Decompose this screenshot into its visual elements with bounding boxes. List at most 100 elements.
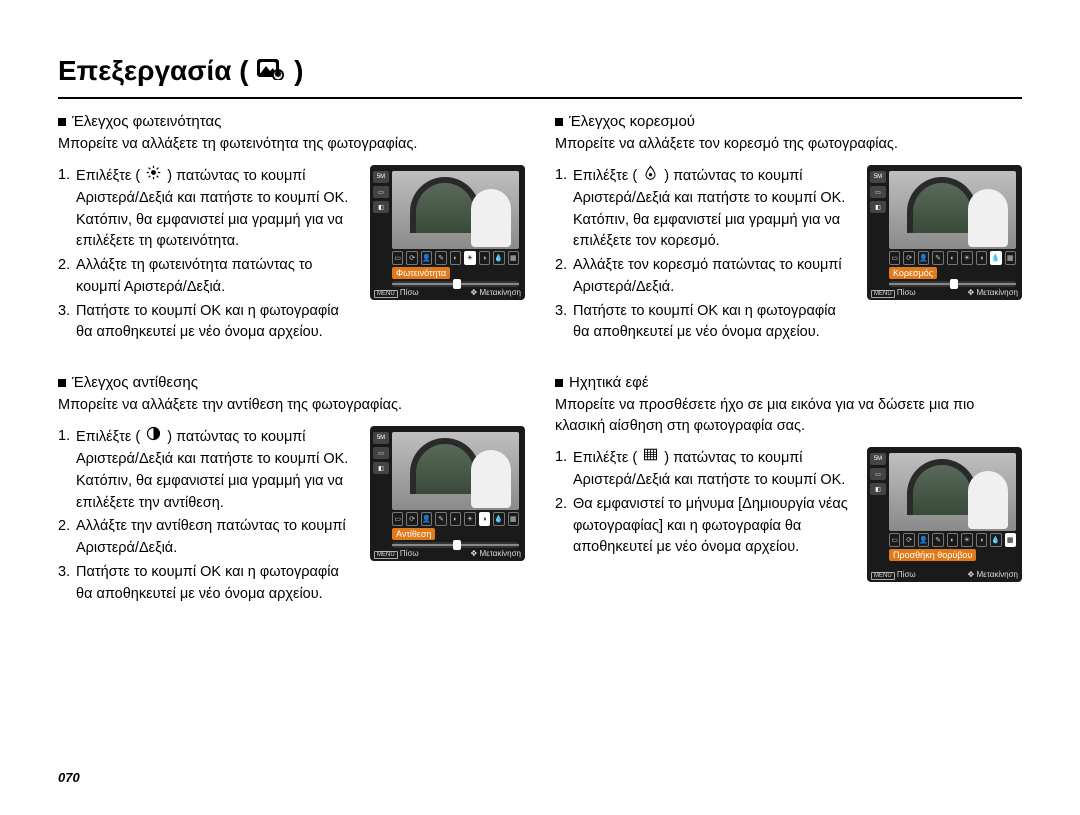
bullet-icon — [58, 118, 66, 126]
cam-iconbar: ▭⟳👤✎◐☀◑💧▦ — [889, 251, 1016, 265]
section-heading: Ηχητικά εφέ — [555, 374, 1022, 391]
contrast-icon — [146, 426, 161, 449]
bullet-icon — [555, 379, 563, 387]
cam-badge: ◧ — [870, 201, 886, 213]
cam-badge: ▭ — [373, 447, 389, 459]
section-heading-text: Έλεγχος αντίθεσης — [72, 374, 198, 391]
cam-iconbar: ▭⟳👤✎◐☀◑💧▦ — [392, 251, 519, 265]
cam-iconbar-item: 💧 — [493, 251, 504, 265]
cam-iconbar-item: ✎ — [932, 533, 943, 547]
cam-mode-label: Προσθήκη θορύβου — [889, 549, 976, 561]
cam-iconbar-item: 💧 — [493, 512, 504, 526]
cam-move: ✥ Μετακίνηση — [968, 288, 1018, 297]
camera-preview: 5M▭◧▭⟳👤✎◐☀◑💧▦ΑντίθεσηMENU Πίσω✥ Μετακίνη… — [370, 426, 525, 561]
cam-iconbar-item: ◑ — [976, 533, 987, 547]
section-sub: Μπορείτε να αλλάξετε τον κορεσμό της φωτ… — [555, 134, 1022, 155]
cam-iconbar-item: ▭ — [392, 251, 403, 265]
cam-iconbar-item: ✎ — [932, 251, 943, 265]
cam-size-badge: 5M — [870, 453, 886, 465]
cam-side-badges: 5M ▭ ◧ — [373, 171, 389, 213]
bullet-icon — [555, 118, 563, 126]
page-title: Επεξεργασία ( ) — [58, 55, 303, 87]
section-sub: Μπορείτε να προσθέσετε ήχο σε μια εικόνα… — [555, 395, 1022, 437]
cam-mode-label: Κορεσμός — [889, 267, 937, 279]
cam-iconbar-item: 👤 — [421, 512, 432, 526]
cam-back: MENU Πίσω — [871, 288, 916, 297]
step-item: Επιλέξτε ( ) πατώντας το κουμπί Αριστερά… — [555, 447, 855, 492]
cam-iconbar-item: ◑ — [479, 251, 490, 265]
cam-iconbar: ▭⟳ 👤✎ ◐☀ ◑💧 ▦ — [392, 512, 519, 526]
cam-iconbar-item: ☀ — [464, 512, 475, 526]
cam-iconbar-item: ◐ — [947, 251, 958, 265]
section-heading-text: Ηχητικά εφέ — [569, 374, 649, 391]
cam-side-badges: 5M ▭ ◧ — [870, 171, 886, 213]
bullet-icon — [58, 379, 66, 387]
step-item: Πατήστε το κουμπί ΟΚ και η φωτογραφία θα… — [58, 562, 358, 606]
cam-photo — [392, 171, 519, 249]
camera-preview: 5M▭◧▭⟳👤✎◐☀◑💧▦ΦωτεινότηταMENU Πίσω✥ Μετακ… — [370, 165, 525, 300]
cam-iconbar-item: 👤 — [421, 251, 432, 265]
cam-iconbar-item: 💧 — [990, 533, 1001, 547]
cam-back: MENU Πίσω — [374, 288, 419, 297]
cam-iconbar-item: ☀ — [961, 251, 972, 265]
cam-slider — [392, 281, 519, 287]
cam-photo — [392, 432, 519, 510]
steps-list: Επιλέξτε ( ) πατώντας το κουμπί Αριστερά… — [58, 165, 358, 346]
section-heading-text: Έλεγχος κορεσμού — [569, 113, 695, 130]
cam-badge: ▭ — [870, 186, 886, 198]
cam-badge: ▭ — [870, 468, 886, 480]
cam-iconbar-item: ▦ — [1005, 251, 1016, 265]
step-item: Αλλάξτε την αντίθεση πατώντας το κουμπί … — [58, 516, 358, 560]
section-noise: Ηχητικά εφέ Μπορείτε να προσθέσετε ήχο σε… — [555, 374, 1022, 582]
cam-side-badges: 5M▭◧ — [373, 432, 389, 474]
cam-iconbar-item: ⟳ — [406, 512, 417, 526]
step-item: Επιλέξτε ( ) πατώντας το κουμπί Αριστερά… — [58, 165, 358, 253]
step-item: Αλλάξτε τον κορεσμό πατώντας το κουμπί Α… — [555, 255, 855, 299]
cam-back: MENU Πίσω — [374, 549, 419, 558]
section-heading-text: Έλεγχος φωτεινότητας — [72, 113, 221, 130]
left-column: Έλεγχος φωτεινότηταςΜπορείτε να αλλάξετε… — [58, 113, 525, 635]
steps-list: Επιλέξτε ( ) πατώντας το κουμπί Αριστερά… — [58, 426, 358, 607]
section-heading: Έλεγχος φωτεινότητας — [58, 113, 525, 130]
cam-iconbar-item: ◐ — [450, 251, 461, 265]
step-item: Επιλέξτε ( ) πατώντας το κουμπί Αριστερά… — [555, 165, 855, 253]
cam-footer: MENU Πίσω ✥ Μετακίνηση — [871, 288, 1018, 297]
cam-iconbar-item: ▦ — [508, 512, 519, 526]
cam-iconbar-item: ◐ — [450, 512, 461, 526]
cam-footer: MENU Πίσω✥ Μετακίνηση — [374, 549, 521, 558]
cam-iconbar-item: ✎ — [435, 512, 446, 526]
step-item: Πατήστε το κουμπί ΟΚ και η φωτογραφία θα… — [58, 301, 358, 345]
cam-iconbar-item: 👤 — [918, 533, 929, 547]
cam-iconbar-item: 💧 — [990, 251, 1001, 265]
saturation-icon — [643, 165, 658, 188]
page-number: 070 — [58, 770, 80, 785]
cam-size-badge: 5M — [373, 432, 389, 444]
cam-footer: MENU Πίσω✥ Μετακίνηση — [871, 570, 1018, 579]
cam-iconbar-item: ▦ — [508, 251, 519, 265]
cam-move: ✥ Μετακίνηση — [968, 570, 1018, 579]
cam-iconbar-item: ⟳ — [903, 533, 914, 547]
cam-photo — [889, 453, 1016, 531]
camera-preview: 5M▭◧▭⟳👤✎◐☀◑💧▦ΚορεσμόςMENU Πίσω✥ Μετακίνη… — [867, 165, 1022, 300]
cam-iconbar-item: ▭ — [889, 533, 900, 547]
cam-photo — [889, 171, 1016, 249]
sun-icon — [146, 165, 161, 188]
cam-iconbar-item: ◑ — [479, 512, 490, 526]
cam-badge: ▭ — [373, 186, 389, 198]
cam-mode-label: Φωτεινότητα — [392, 267, 450, 279]
cam-iconbar-item: ⟳ — [406, 251, 417, 265]
cam-size-badge: 5M — [870, 171, 886, 183]
cam-mode-label: Αντίθεση — [392, 528, 435, 540]
cam-badge: ◧ — [373, 201, 389, 213]
cam-iconbar-item: ☀ — [961, 533, 972, 547]
section-saturation: Έλεγχος κορεσμού Μπορείτε να αλλάξετε τον… — [555, 113, 1022, 346]
noise-icon — [643, 447, 658, 470]
cam-footer: MENU Πίσω✥ Μετακίνηση — [374, 288, 521, 297]
cam-slider — [392, 542, 519, 548]
cam-size-badge: 5M — [373, 171, 389, 183]
step-item: Θα εμφανιστεί το μήνυμα [Δημιουργία νέας… — [555, 494, 855, 559]
cam-iconbar-item: ▭ — [392, 512, 403, 526]
cam-iconbar-item: ☀ — [464, 251, 475, 265]
cam-badge: ◧ — [870, 483, 886, 495]
right-column: Έλεγχος κορεσμού Μπορείτε να αλλάξετε τον… — [555, 113, 1022, 635]
